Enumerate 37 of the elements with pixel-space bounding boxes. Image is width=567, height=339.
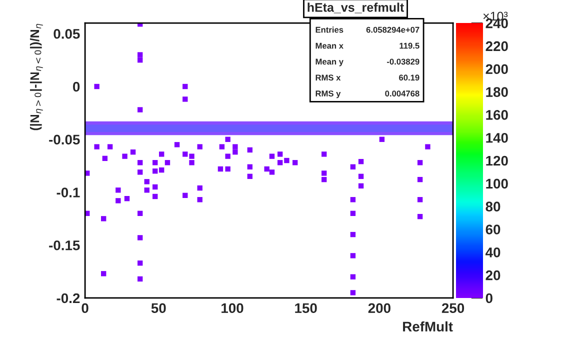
color-bar-label: 220 [486, 41, 508, 52]
x-tick-label: 100 [222, 303, 244, 314]
color-bar-label: 200 [486, 64, 508, 74]
color-bar-label: 40 [486, 247, 500, 258]
color-bar-label: 100 [486, 178, 508, 189]
y-tick-label: -0.1 [56, 188, 80, 198]
annotation: RMS y [316, 90, 341, 98]
annotation: Mean y [316, 58, 344, 66]
color-bar-label: 0 [486, 293, 492, 304]
chart-title: hEta_vs_refmult [308, 2, 404, 14]
x-tick-label: 250 [442, 303, 464, 314]
annotation: 0.004768 [385, 90, 420, 96]
annotation: -0.03829 [387, 58, 420, 65]
y-tick-label: -0.2 [56, 293, 80, 304]
color-bar-label: 120 [486, 156, 508, 166]
y-tick-label: 0 [73, 82, 80, 92]
annotation: Entries [316, 26, 344, 33]
annotation: 6.058294e+07 [366, 26, 420, 33]
annotation: Mean x [316, 42, 344, 49]
x-tick-label: 50 [151, 303, 166, 314]
annotation: 119.5 [400, 42, 420, 49]
y-tick-label: 0.05 [54, 28, 80, 39]
annotation: 60.19 [399, 74, 420, 81]
x-axis-title: RefMult [403, 321, 453, 332]
y-tick-label: -0.15 [49, 240, 80, 250]
x-tick-label: 0 [82, 303, 88, 314]
y-axis-title: (|N$_{η>0}$|-|N$_{η<0}$|)/N$_{η}$ [30, 24, 43, 130]
color-bar-label: 20 [486, 270, 500, 280]
color-bar-label: 80 [486, 202, 500, 212]
color-bar-label: 160 [486, 110, 508, 120]
color-bar-label: 60 [486, 224, 500, 234]
color-bar-label: 180 [486, 87, 508, 97]
x-tick-label: 150 [295, 303, 317, 314]
annotation: RMS x [316, 74, 341, 81]
y-tick-label: -0.05 [49, 134, 80, 145]
color-bar-label: 140 [486, 132, 508, 143]
x-tick-label: 200 [368, 303, 390, 314]
